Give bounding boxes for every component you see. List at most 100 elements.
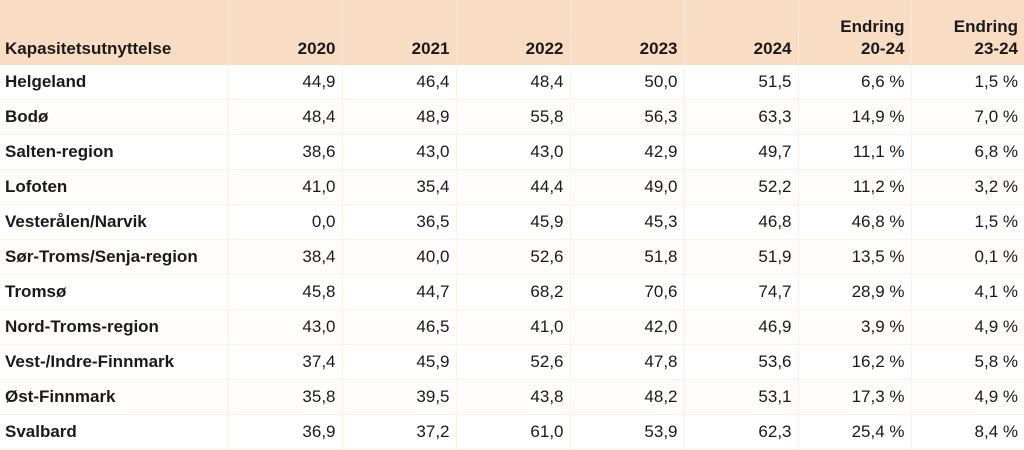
table-row: Bodø 48,4 48,9 55,8 56,3 63,3 14,9 % 7,0 % — [0, 99, 1024, 135]
table-row: Svalbard 36,9 37,2 61,0 53,9 62,3 25,4 % 8,4 % — [0, 414, 1024, 450]
cell-value-2020: 44,9 — [228, 65, 343, 100]
cell-change-23-24: 1,5 % — [911, 204, 1024, 240]
cell-value-2024: 53,6 — [684, 344, 799, 380]
cell-region: Svalbard — [0, 414, 229, 450]
cell-change-20-24: 28,9 % — [798, 274, 912, 310]
cell-value-2022: 52,6 — [456, 239, 571, 275]
cell-change-20-24: 11,1 % — [798, 134, 912, 170]
header-2020: 2020 — [228, 0, 343, 65]
cell-value-2021: 39,5 — [342, 379, 457, 415]
cell-value-2020: 41,0 — [228, 169, 343, 205]
header-change-23-24: Endring 23-24 — [911, 0, 1024, 65]
cell-value-2021: 35,4 — [342, 169, 457, 205]
cell-value-2020: 38,6 — [228, 134, 343, 170]
cell-value-2023: 48,2 — [570, 379, 685, 415]
cell-value-2022: 61,0 — [456, 414, 571, 450]
table-row: Øst-Finnmark 35,8 39,5 43,8 48,2 53,1 17,3 % 4,… — [0, 379, 1024, 415]
cell-change-23-24: 7,0 % — [911, 99, 1024, 135]
cell-value-2022: 41,0 — [456, 309, 571, 345]
cell-region: Tromsø — [0, 274, 229, 310]
table-row: Tromsø 45,8 44,7 68,2 70,6 74,7 28,9 % 4,1 % — [0, 274, 1024, 310]
cell-value-2020: 48,4 — [228, 99, 343, 135]
cell-value-2020: 43,0 — [228, 309, 343, 345]
cell-change-20-24: 14,9 % — [798, 99, 912, 135]
cell-region: Øst-Finnmark — [0, 379, 229, 415]
cell-region: Sør-Troms/Senja-region — [0, 239, 229, 275]
cell-value-2021: 48,9 — [342, 99, 457, 135]
cell-value-2022: 44,4 — [456, 169, 571, 205]
cell-value-2024: 62,3 — [684, 414, 799, 450]
cell-value-2020: 37,4 — [228, 344, 343, 380]
table-row: Vesterålen/Narvik 0,0 36,5 45,9 45,3 46,8 46,8… — [0, 204, 1024, 240]
table-row: Vest-/Indre-Finnmark 37,4 45,9 52,6 47,8 53,6… — [0, 344, 1024, 380]
cell-value-2023: 47,8 — [570, 344, 685, 380]
cell-value-2020: 38,4 — [228, 239, 343, 275]
cell-change-23-24: 4,9 % — [911, 379, 1024, 415]
cell-value-2024: 49,7 — [684, 134, 799, 170]
cell-region: Salten-region — [0, 134, 229, 170]
cell-value-2021: 40,0 — [342, 239, 457, 275]
table-row: Lofoten 41,0 35,4 44,4 49,0 52,2 11,2 % 3,2 % — [0, 169, 1024, 205]
header-change-23-24-line1: Endring — [953, 17, 1018, 36]
cell-value-2024: 46,8 — [684, 204, 799, 240]
cell-value-2024: 53,1 — [684, 379, 799, 415]
cell-value-2023: 42,9 — [570, 134, 685, 170]
cell-value-2022: 55,8 — [456, 99, 571, 135]
table-body: Helgeland 44,9 46,4 48,4 50,0 51,5 6,6 % 1,5 % B… — [0, 65, 1024, 450]
cell-value-2023: 42,0 — [570, 309, 685, 345]
cell-region: Vest-/Indre-Finnmark — [0, 344, 229, 380]
table-row: Helgeland 44,9 46,4 48,4 50,0 51,5 6,6 % 1,5 % — [0, 65, 1024, 100]
cell-change-23-24: 6,8 % — [911, 134, 1024, 170]
cell-value-2023: 49,0 — [570, 169, 685, 205]
cell-value-2023: 50,0 — [570, 65, 685, 100]
cell-value-2024: 52,2 — [684, 169, 799, 205]
cell-change-23-24: 5,8 % — [911, 344, 1024, 380]
cell-region: Nord-Troms-region — [0, 309, 229, 345]
cell-change-23-24: 0,1 % — [911, 239, 1024, 275]
cell-change-20-24: 13,5 % — [798, 239, 912, 275]
cell-value-2022: 68,2 — [456, 274, 571, 310]
table-row: Sør-Troms/Senja-region 38,4 40,0 52,6 51,8 51… — [0, 239, 1024, 275]
cell-change-20-24: 6,6 % — [798, 65, 912, 100]
cell-value-2023: 45,3 — [570, 204, 685, 240]
cell-region: Helgeland — [0, 65, 229, 100]
cell-change-20-24: 25,4 % — [798, 414, 912, 450]
table-row: Salten-region 38,6 43,0 43,0 42,9 49,7 11,1 % 6… — [0, 134, 1024, 170]
cell-value-2023: 56,3 — [570, 99, 685, 135]
cell-value-2020: 0,0 — [228, 204, 343, 240]
cell-value-2021: 44,7 — [342, 274, 457, 310]
header-2023: 2023 — [570, 0, 685, 65]
cell-value-2024: 51,9 — [684, 239, 799, 275]
header-2021: 2021 — [342, 0, 457, 65]
header-change-23-24-line2: 23-24 — [974, 39, 1018, 58]
header-2022: 2022 — [456, 0, 571, 65]
cell-change-23-24: 1,5 % — [911, 65, 1024, 100]
cell-value-2022: 48,4 — [456, 65, 571, 100]
cell-region: Bodø — [0, 99, 229, 135]
cell-value-2024: 46,9 — [684, 309, 799, 345]
cell-value-2021: 36,5 — [342, 204, 457, 240]
cell-value-2024: 63,3 — [684, 99, 799, 135]
cell-change-20-24: 11,2 % — [798, 169, 912, 205]
cell-change-23-24: 8,4 % — [911, 414, 1024, 450]
cell-value-2023: 51,8 — [570, 239, 685, 275]
cell-value-2022: 43,0 — [456, 134, 571, 170]
cell-value-2022: 43,8 — [456, 379, 571, 415]
cell-value-2020: 35,8 — [228, 379, 343, 415]
header-2024: 2024 — [684, 0, 799, 65]
cell-value-2023: 70,6 — [570, 274, 685, 310]
cell-value-2021: 37,2 — [342, 414, 457, 450]
cell-value-2024: 74,7 — [684, 274, 799, 310]
header-change-20-24-line1: Endring — [840, 17, 905, 36]
cell-value-2022: 52,6 — [456, 344, 571, 380]
cell-value-2022: 45,9 — [456, 204, 571, 240]
cell-value-2021: 45,9 — [342, 344, 457, 380]
header-change-20-24-line2: 20-24 — [861, 39, 905, 58]
table-header: Kapasitetsutnyttelse 2020 2021 2022 2023… — [0, 0, 1024, 65]
cell-region: Lofoten — [0, 169, 229, 205]
cell-value-2023: 53,9 — [570, 414, 685, 450]
cell-region: Vesterålen/Narvik — [0, 204, 229, 240]
cell-value-2021: 43,0 — [342, 134, 457, 170]
cell-value-2020: 45,8 — [228, 274, 343, 310]
